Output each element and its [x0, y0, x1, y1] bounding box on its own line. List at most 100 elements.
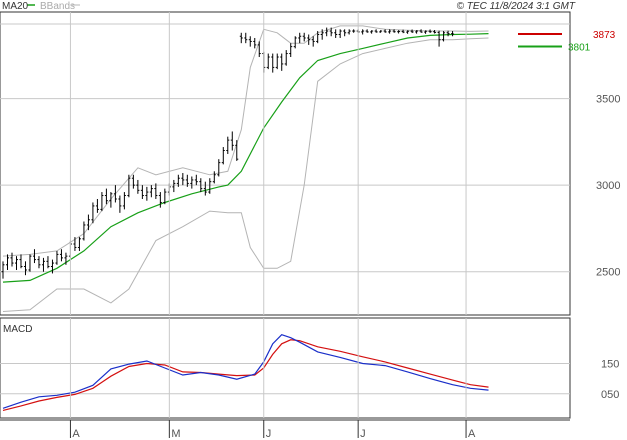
ohlc-bar	[388, 29, 392, 34]
ohlc-bar	[50, 259, 54, 274]
ohlc-bar	[244, 32, 248, 44]
ohlc-bar	[365, 29, 369, 33]
ohlc-bar	[415, 30, 419, 34]
ohlc-bar	[446, 30, 450, 37]
price-panel: 2500 3000 3500 3873 3801	[0, 11, 620, 316]
ohlc-bar	[316, 31, 320, 44]
ohlc-bar	[307, 34, 311, 45]
price-panel-frame	[0, 11, 571, 316]
ohlc-bar	[343, 29, 347, 37]
ohlc-bar	[235, 140, 239, 161]
ohlc-bar	[28, 254, 32, 272]
ohlc-bar	[19, 254, 23, 269]
copyright-notice: © TEC 11/8/2024 3:1 GMT	[457, 1, 576, 12]
ohlc-bar	[370, 30, 374, 34]
ohlc-bar	[239, 32, 243, 44]
ohlc-bar	[154, 183, 158, 199]
ohlc-bar	[230, 131, 234, 151]
ma20-value-label: 3801	[568, 42, 591, 53]
ohlc-bar	[410, 29, 414, 33]
ohlc-bar	[320, 29, 324, 40]
bbands-upper-line	[2, 25, 489, 257]
ohlc-bar	[379, 30, 383, 33]
ohlc-bar	[221, 147, 225, 165]
ohlc-bar	[46, 256, 50, 269]
ohlc-bar	[437, 30, 441, 47]
ohlc-bar	[266, 53, 270, 70]
ohlc-bar	[374, 29, 378, 33]
ohlc-bar	[397, 30, 401, 34]
ohlc-bar	[82, 221, 86, 241]
ohlc-bar	[451, 31, 455, 37]
price-y-tick-label: 3000	[596, 180, 620, 192]
ohlc-bar	[77, 237, 81, 251]
ohlc-bar	[311, 36, 315, 47]
ohlc-bar	[419, 29, 423, 33]
ohlc-bar	[73, 237, 77, 251]
time-tick-label: J	[266, 428, 272, 440]
ohlc-bar	[14, 256, 18, 270]
ohlc-bar	[149, 185, 153, 198]
ohlc-bar	[95, 198, 99, 213]
last-price-label: 3873	[593, 30, 616, 41]
ohlc-bar	[442, 31, 446, 42]
ohlc-bar	[140, 185, 144, 199]
ohlc-bar	[208, 178, 212, 194]
macd-panel: MACD 150 050	[0, 317, 619, 419]
ohlc-bar	[217, 159, 221, 177]
ohlc-bar	[280, 53, 284, 71]
ohlc-bar	[253, 37, 257, 49]
ohlc-bar	[212, 171, 216, 184]
macd-y-tick-label: 050	[601, 389, 619, 401]
ma20-line	[2, 33, 489, 283]
price-y-axis: 2500 3000 3500	[596, 94, 620, 279]
ohlc-bar	[302, 32, 306, 42]
ohlc-bar	[127, 174, 131, 198]
ohlc-bar	[199, 178, 203, 193]
price-y-tick-label: 2500	[596, 267, 620, 279]
ohlc-bar	[163, 188, 167, 205]
ohlc-bar	[32, 249, 36, 264]
macd-line	[2, 334, 489, 409]
macd-y-tick-label: 150	[601, 358, 619, 370]
ohlc-bar	[203, 181, 207, 196]
macd-signal-line	[2, 339, 489, 411]
bbands-lower-line	[2, 37, 489, 312]
bbands-legend-label: BBands	[40, 1, 75, 12]
ohlc-bar	[338, 29, 342, 38]
time-tick-label: A	[468, 428, 476, 440]
ohlc-bar	[176, 174, 180, 187]
price-y-tick-label: 3500	[596, 94, 620, 106]
macd-y-axis: 150 050	[601, 358, 619, 400]
ohlc-bar	[347, 29, 351, 35]
ohlc-bar	[158, 192, 162, 208]
ohlc-bar	[383, 29, 387, 33]
ohlc-bar	[64, 252, 68, 265]
ohlc-bar	[352, 29, 356, 33]
ohlc-bar	[145, 186, 149, 201]
ohlc-bar	[113, 185, 117, 203]
ohlc-bar	[361, 29, 365, 35]
ohlc-bar	[248, 36, 252, 47]
ohlc-bar	[118, 195, 122, 213]
ohlc-bar	[136, 179, 140, 194]
ohlc-bar	[433, 30, 437, 34]
ma20-legend-label: MA20	[2, 1, 29, 12]
ohlc-bar	[91, 202, 95, 224]
ohlc-bar	[109, 192, 113, 208]
ohlc-bar	[23, 261, 27, 276]
ohlc-bar	[5, 254, 9, 270]
ohlc-bar	[10, 252, 14, 267]
ohlc-bar	[271, 53, 275, 73]
ohlc-bar	[226, 136, 230, 154]
time-tick-label: A	[72, 428, 80, 440]
ohlc-bar	[392, 29, 396, 33]
ohlc-bar	[401, 29, 405, 34]
ohlc-bar	[194, 174, 198, 186]
ohlc-bar	[406, 30, 410, 34]
time-tick-label: J	[360, 428, 366, 440]
ohlc-bar	[181, 173, 185, 186]
ohlc-bar	[325, 27, 329, 37]
ohlc-bar	[289, 43, 293, 58]
